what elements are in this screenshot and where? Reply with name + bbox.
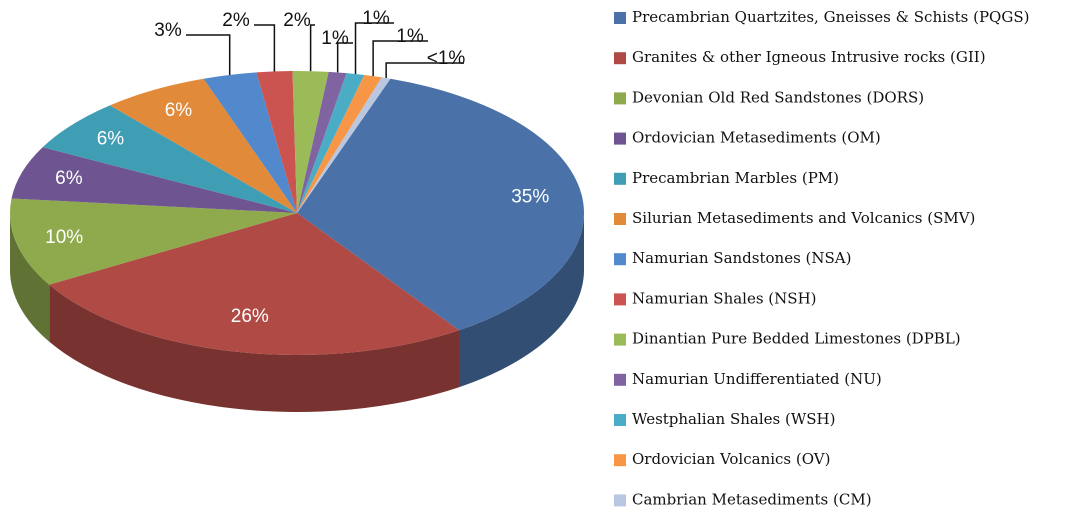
pie-slice: [49, 213, 460, 355]
leader-line: [354, 22, 394, 74]
data-label: 35%: [511, 186, 549, 207]
pie-slice: [297, 78, 584, 331]
pie-slice: [203, 72, 297, 213]
legend-swatch: [614, 132, 626, 145]
legend-swatch: [614, 172, 626, 185]
legend-swatch: [614, 12, 626, 24]
data-label: 10%: [45, 227, 83, 248]
legend-label: Devonian Old Red Sandstones (DORS): [632, 88, 924, 106]
pie-slice: [297, 71, 347, 213]
pie-side: [10, 213, 50, 342]
pie-slice: [297, 77, 391, 213]
pie-side: [49, 284, 460, 412]
leader-line: [254, 24, 276, 72]
data-label: 3%: [154, 20, 182, 41]
pie-side: [459, 213, 584, 388]
pie-slice: [42, 105, 297, 213]
pie-slice: [11, 147, 298, 213]
leader-line: [372, 40, 428, 77]
pie-slice: [109, 78, 297, 213]
leader-line: [309, 24, 315, 72]
leader-line: [336, 42, 353, 73]
pie-slice: [10, 198, 298, 285]
legend-label: Precambrian Quartzites, Gneisses & Schis…: [632, 8, 1029, 26]
legend-swatch: [614, 52, 626, 65]
data-label: 2%: [222, 10, 250, 31]
pie-slice: [297, 74, 382, 214]
legend-label: Ordovician Metasediments (OM): [632, 129, 881, 147]
data-label: <1%: [427, 48, 466, 69]
leader-line: [186, 34, 231, 75]
data-label: 6%: [97, 129, 125, 150]
data-label: 1%: [396, 26, 424, 47]
legend-swatch: [614, 253, 626, 266]
data-label: 2%: [283, 10, 311, 31]
leader-line: [385, 62, 464, 79]
legend-swatch: [614, 373, 626, 386]
legend-label: Ordovician Volcanics (OV): [632, 450, 830, 468]
data-label: 1%: [362, 8, 390, 29]
pie-slice: [256, 71, 297, 213]
legend-label: Namurian Shales (NSH): [632, 289, 817, 307]
data-label: 6%: [55, 168, 83, 189]
legend-label: Westphalian Shales (WSH): [632, 410, 835, 428]
pie-slice: [292, 71, 329, 213]
legend-swatch: [614, 92, 626, 105]
legend-label: Precambrian Marbles (PM): [632, 169, 839, 187]
legend-swatch: [614, 414, 626, 426]
legend-label: Namurian Undifferentiated (NU): [632, 370, 882, 388]
pie-slice: [297, 73, 365, 213]
legend-label: Cambrian Metasediments (CM): [632, 490, 872, 508]
legend-label: Granites & other Igneous Intrusive rocks…: [632, 48, 986, 66]
legend-label: Namurian Sandstones (NSA): [632, 249, 851, 267]
legend-swatch: [614, 213, 626, 225]
legend-swatch: [614, 333, 626, 346]
data-label: 1%: [321, 28, 349, 49]
legend-swatch: [614, 293, 626, 306]
legend-label: Silurian Metasediments and Volcanics (SM…: [632, 209, 975, 227]
data-label: 26%: [231, 306, 269, 327]
data-label: 6%: [165, 100, 193, 121]
legend-label: Dinantian Pure Bedded Limestones (DPBL): [632, 330, 961, 348]
legend-swatch: [614, 454, 626, 467]
legend-swatch: [614, 494, 626, 507]
